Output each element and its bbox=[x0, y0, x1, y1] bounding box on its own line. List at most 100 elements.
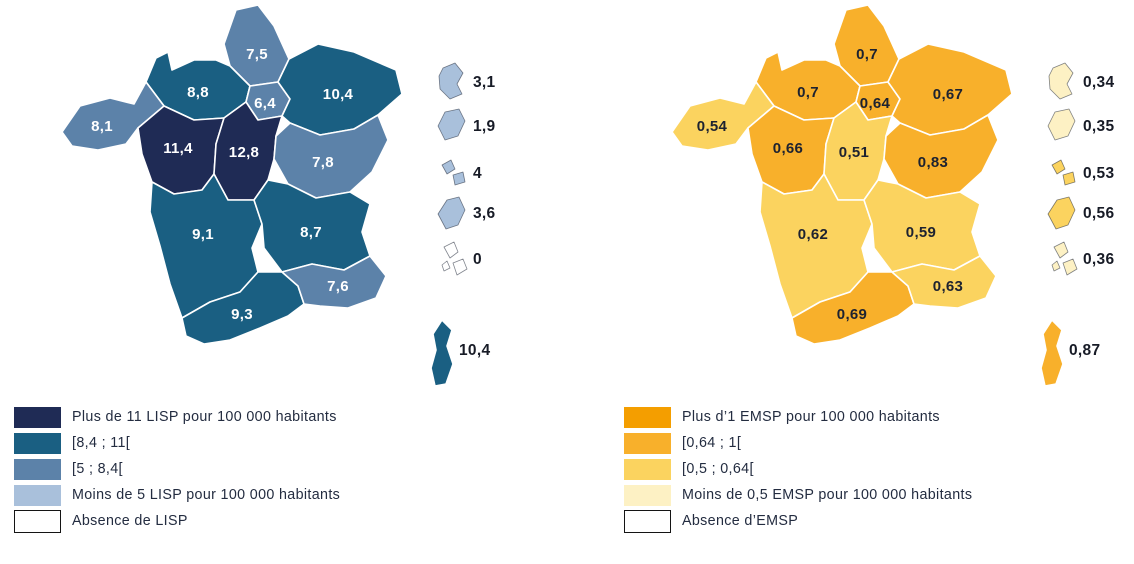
lisp-region-labels: 7,5 8,8 6,4 10,4 8,1 11,4 12,8 7,8 9,1 8… bbox=[91, 46, 353, 323]
emsp-mainland bbox=[671, 4, 1064, 387]
island-2 bbox=[1047, 108, 1076, 141]
legend-swatch bbox=[624, 432, 671, 454]
legend-swatch bbox=[14, 484, 61, 506]
region-bourgogne-franche-comte bbox=[883, 114, 999, 199]
value-label: 0,64 bbox=[860, 95, 891, 112]
value-label: 0,62 bbox=[798, 226, 828, 243]
region-corse bbox=[430, 319, 454, 387]
value-label: 8,8 bbox=[187, 84, 209, 101]
value-label: 0,63 bbox=[933, 278, 963, 295]
legend-swatch bbox=[14, 509, 61, 533]
legend-row: Absence de LISP bbox=[14, 509, 340, 533]
legend-label: Absence de LISP bbox=[72, 513, 188, 529]
value-label: 6,4 bbox=[254, 95, 276, 112]
value-label: 7,8 bbox=[312, 154, 334, 171]
legend-swatch bbox=[624, 509, 671, 533]
value-label: 0,59 bbox=[906, 224, 936, 241]
legend-row: [0,64 ; 1[ bbox=[624, 432, 972, 454]
value-label: 1,9 bbox=[473, 118, 496, 135]
value-label: 0,67 bbox=[933, 86, 963, 103]
legend-swatch bbox=[624, 484, 671, 506]
legend-row: Plus de 11 LISP pour 100 000 habitants bbox=[14, 406, 340, 428]
value-label: 9,3 bbox=[231, 306, 253, 323]
value-label: 0,35 bbox=[1083, 118, 1114, 135]
value-label: 0,66 bbox=[773, 140, 803, 157]
legend-label: Moins de 0,5 EMSP pour 100 000 habitants bbox=[682, 487, 973, 503]
region-centre-val-de-loire bbox=[213, 101, 283, 201]
legend-label: Absence d’EMSP bbox=[682, 513, 799, 529]
legend-row: [5 ; 8,4[ bbox=[14, 458, 340, 480]
value-label: 0,51 bbox=[839, 144, 869, 161]
emsp-overseas bbox=[1047, 62, 1078, 276]
legend-swatch bbox=[624, 406, 671, 428]
legend-row: Moins de 0,5 EMSP pour 100 000 habitants bbox=[624, 484, 972, 506]
legend-label: Plus de 11 LISP pour 100 000 habitants bbox=[72, 409, 337, 425]
region-centre-val-de-loire bbox=[823, 101, 893, 201]
value-label: 3,6 bbox=[473, 205, 496, 222]
value-label: 0,87 bbox=[1069, 342, 1100, 359]
emsp-map: 0,7 0,7 0,64 0,67 0,54 0,66 0,51 0,83 0,… bbox=[671, 4, 1114, 387]
value-label: 8,7 bbox=[300, 224, 322, 241]
legend-row: [0,5 ; 0,64[ bbox=[624, 458, 972, 480]
island-5 bbox=[441, 241, 468, 276]
legend-swatch bbox=[14, 406, 61, 428]
legend-swatch bbox=[14, 458, 61, 480]
emsp-legend: Plus d’1 EMSP pour 100 000 habitants [0,… bbox=[624, 406, 972, 536]
island-2 bbox=[437, 108, 466, 141]
value-label: 4 bbox=[473, 165, 482, 182]
island-4 bbox=[1047, 196, 1076, 230]
legend-label: [0,5 ; 0,64[ bbox=[682, 461, 754, 477]
legend-row: Moins de 5 LISP pour 100 000 habitants bbox=[14, 484, 340, 506]
value-label: 0,53 bbox=[1083, 165, 1114, 182]
value-label: 10,4 bbox=[459, 342, 490, 359]
value-label: 0,34 bbox=[1083, 74, 1114, 91]
value-label: 0,54 bbox=[697, 118, 728, 135]
legend-label: Plus d’1 EMSP pour 100 000 habitants bbox=[682, 409, 940, 425]
value-label: 7,5 bbox=[246, 46, 268, 63]
value-label: 0,36 bbox=[1083, 251, 1114, 268]
legend-label: [5 ; 8,4[ bbox=[72, 461, 123, 477]
island-1 bbox=[1048, 62, 1074, 100]
region-nouvelle-aquitaine bbox=[149, 173, 263, 319]
lisp-side-labels: 3,1 1,9 4 3,6 0 10,4 bbox=[459, 74, 496, 359]
value-label: 11,4 bbox=[163, 140, 193, 157]
value-label: 0,7 bbox=[797, 84, 819, 101]
value-label: 12,8 bbox=[229, 144, 259, 161]
region-bourgogne-franche-comte bbox=[273, 114, 389, 199]
legend-row: Plus d’1 EMSP pour 100 000 habitants bbox=[624, 406, 972, 428]
legend-swatch bbox=[624, 458, 671, 480]
region-paca bbox=[281, 255, 387, 309]
emsp-side-labels: 0,34 0,35 0,53 0,56 0,36 0,87 bbox=[1069, 74, 1114, 359]
value-label: 0,83 bbox=[918, 154, 948, 171]
value-label: 9,1 bbox=[192, 226, 214, 243]
lisp-mainland bbox=[61, 4, 454, 387]
lisp-map: 7,5 8,8 6,4 10,4 8,1 11,4 12,8 7,8 9,1 8… bbox=[61, 4, 496, 387]
value-label: 8,1 bbox=[91, 118, 113, 135]
value-label: 0 bbox=[473, 251, 482, 268]
value-label: 0,7 bbox=[856, 46, 878, 63]
region-corse bbox=[1040, 319, 1064, 387]
emsp-region-labels: 0,7 0,7 0,64 0,67 0,54 0,66 0,51 0,83 0,… bbox=[697, 46, 963, 323]
island-1 bbox=[438, 62, 464, 100]
region-auvergne-rhone-alpes bbox=[863, 179, 981, 273]
legend-row: Absence d’EMSP bbox=[624, 509, 972, 533]
value-label: 10,4 bbox=[323, 86, 354, 103]
region-nouvelle-aquitaine bbox=[759, 173, 873, 319]
value-label: 0,69 bbox=[837, 306, 867, 323]
value-label: 0,56 bbox=[1083, 205, 1114, 222]
value-label: 3,1 bbox=[473, 74, 496, 91]
region-auvergne-rhone-alpes bbox=[253, 179, 371, 273]
island-3 bbox=[441, 159, 466, 186]
legend-row: [8,4 ; 11[ bbox=[14, 432, 340, 454]
island-4 bbox=[437, 196, 466, 230]
island-3 bbox=[1051, 159, 1076, 186]
legend-swatch bbox=[14, 432, 61, 454]
legend-label: [0,64 ; 1[ bbox=[682, 435, 742, 451]
legend-label: Moins de 5 LISP pour 100 000 habitants bbox=[72, 487, 341, 503]
region-paca bbox=[891, 255, 997, 309]
lisp-overseas bbox=[437, 62, 468, 276]
lisp-legend: Plus de 11 LISP pour 100 000 habitants [… bbox=[14, 406, 340, 536]
island-5 bbox=[1051, 241, 1078, 276]
legend-label: [8,4 ; 11[ bbox=[72, 435, 131, 451]
